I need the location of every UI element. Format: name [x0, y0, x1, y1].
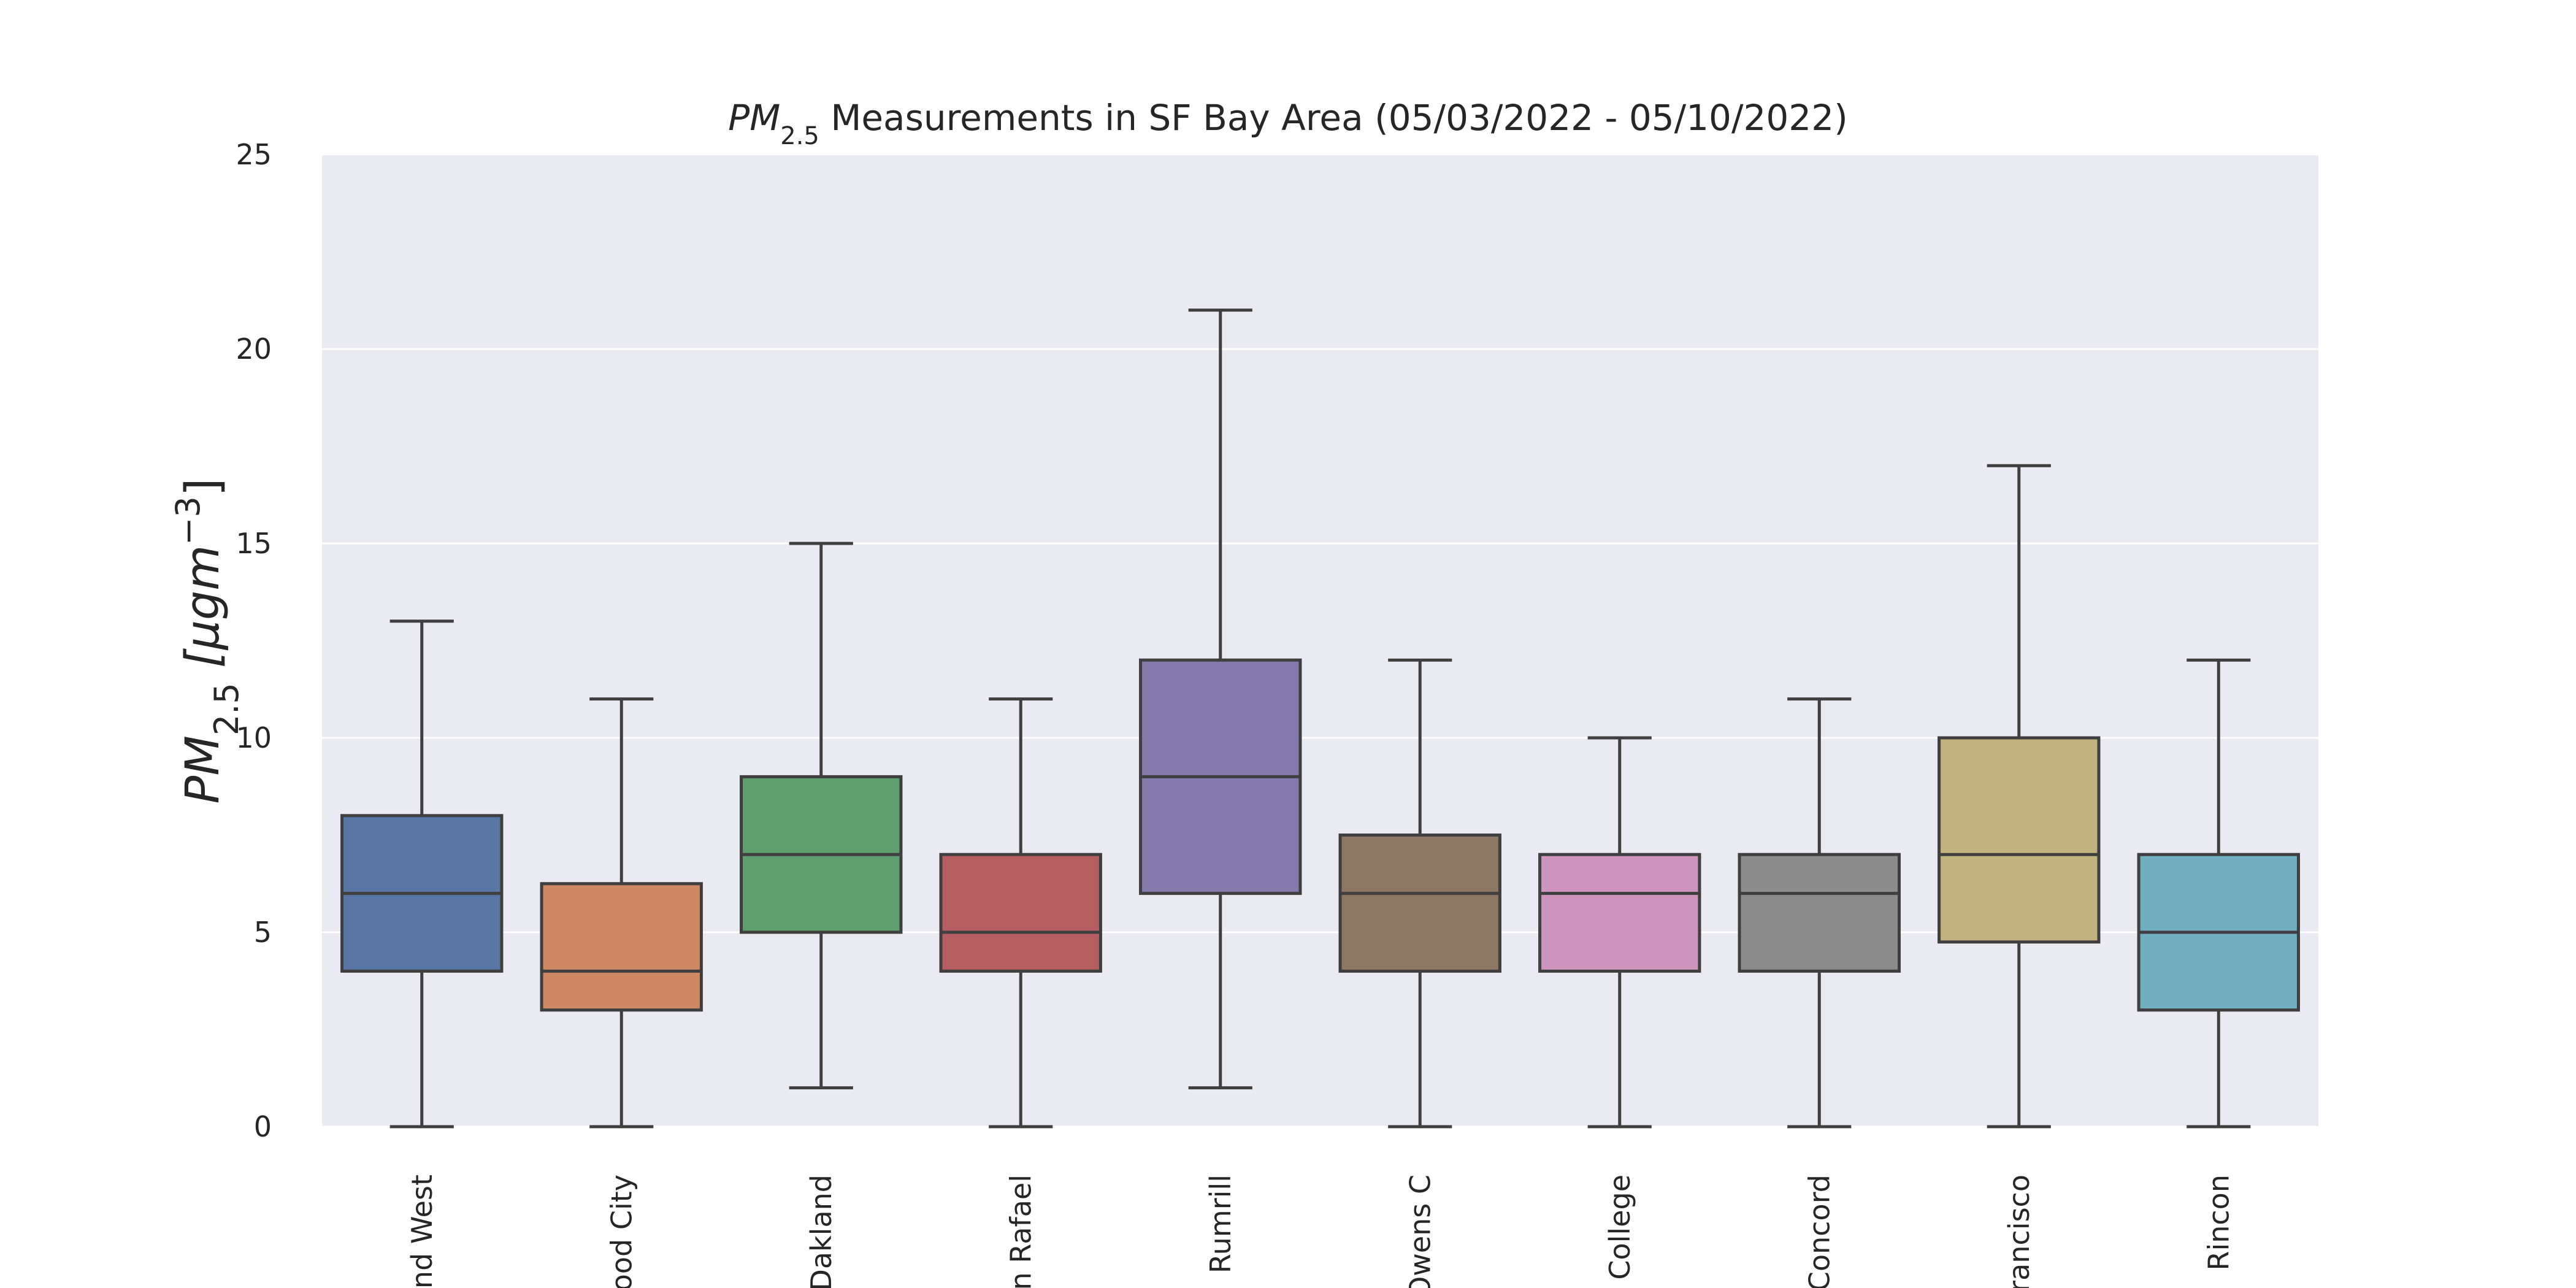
y-tick-label: 20	[236, 332, 272, 366]
box-plot-9	[1938, 464, 2101, 1129]
x-category-label: Rincon	[2202, 1175, 2235, 1271]
x-category-label: n Rafael	[1004, 1175, 1037, 1288]
x-category-label: Dakland	[805, 1175, 838, 1288]
x-category-label: rancisco	[2003, 1175, 2036, 1288]
box-plot-1	[340, 619, 504, 1129]
box-plot-2	[540, 697, 703, 1129]
box-iqr	[1538, 853, 1701, 973]
x-category-label: Owens C	[1403, 1175, 1436, 1288]
x-category-label: ood City	[605, 1175, 638, 1288]
y-tick-label: 5	[254, 916, 272, 949]
x-category-label: nd West	[405, 1175, 439, 1288]
box-plot-4	[939, 697, 1102, 1129]
box-plot-10	[2137, 658, 2300, 1129]
x-category-label: College	[1603, 1175, 1636, 1280]
y-tick-label: 25	[236, 138, 272, 171]
box-iqr	[540, 882, 703, 1012]
box-plot-6	[1338, 658, 1501, 1129]
chart-title: PM2.5 Measurements in SF Bay Area (05/03…	[728, 97, 1848, 150]
box-iqr	[1738, 853, 1901, 973]
y-tick-label: 10	[236, 721, 272, 754]
y-axis-label: PM2.5 [μgm−3]	[169, 478, 246, 804]
box-iqr	[1938, 736, 2101, 944]
box-plot-3	[740, 542, 903, 1090]
box-iqr	[1338, 834, 1501, 973]
box-series	[340, 309, 2300, 1129]
y-tick-label: 0	[254, 1110, 272, 1143]
x-category-label: Rumrill	[1204, 1175, 1237, 1273]
y-tick-label: 15	[236, 527, 272, 560]
y-axis-ticks: 0 5 10 15 20 25	[236, 138, 272, 1143]
box-plot-7	[1538, 736, 1701, 1129]
box-iqr	[939, 853, 1102, 973]
box-plot-5	[1139, 309, 1302, 1090]
x-axis-categories: nd West ood City Dakland n Rafael Rumrill Owe…	[405, 1175, 2236, 1288]
box-plot-8	[1738, 697, 1901, 1129]
x-category-label: Concord	[1803, 1175, 1836, 1288]
